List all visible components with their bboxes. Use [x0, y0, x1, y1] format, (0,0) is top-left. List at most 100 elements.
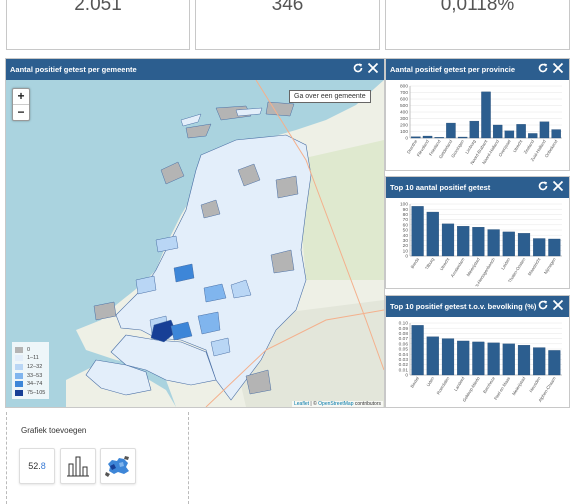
number-widget-dec: 8: [40, 461, 46, 471]
legend-label: 75–105: [27, 389, 46, 396]
bar[interactable]: [539, 121, 550, 139]
chart-panel-province-title: Aantal positief getest per provincie: [390, 65, 516, 74]
bar[interactable]: [487, 342, 500, 376]
x-tick-label: Landerd: [453, 375, 466, 392]
y-tick-label: 600: [400, 97, 408, 103]
refresh-icon[interactable]: [537, 180, 549, 192]
y-tick-label: 0.03: [399, 357, 409, 363]
zoom-control: + −: [12, 88, 30, 121]
x-tick-label: Tilburg: [424, 256, 435, 270]
bar[interactable]: [472, 341, 485, 376]
bar[interactable]: [469, 120, 480, 139]
add-bar-chart-button[interactable]: [60, 448, 96, 484]
x-tick-label: Bernheze: [482, 375, 496, 394]
y-tick-label: 0.08: [399, 331, 409, 337]
bar[interactable]: [422, 135, 433, 139]
bar[interactable]: [434, 137, 444, 139]
bar[interactable]: [533, 347, 546, 376]
bar[interactable]: [502, 343, 515, 376]
bar[interactable]: [411, 206, 424, 257]
leaflet-link[interactable]: Leaflet: [294, 401, 310, 407]
close-icon[interactable]: [367, 62, 379, 74]
bar[interactable]: [504, 130, 515, 139]
bar[interactable]: [472, 227, 485, 257]
legend-label: 34–74: [27, 381, 43, 388]
y-tick-label: 700: [400, 90, 408, 96]
legend-swatch: [15, 363, 23, 370]
refresh-icon[interactable]: [352, 62, 364, 74]
legend-item: 0: [15, 345, 45, 354]
y-tick-label: 0.07: [399, 336, 409, 342]
x-tick-label: Roerdalen: [436, 375, 451, 395]
bar[interactable]: [441, 223, 455, 257]
bar[interactable]: [441, 338, 455, 376]
bar[interactable]: [426, 211, 439, 257]
close-icon[interactable]: [552, 62, 564, 74]
close-icon[interactable]: [552, 180, 564, 192]
chart-panel-province: Aantal positief getest per provincie 800…: [385, 58, 570, 171]
bar[interactable]: [411, 325, 424, 376]
zoom-out-button[interactable]: −: [13, 104, 29, 120]
y-tick-label: 50: [403, 228, 409, 234]
legend-label: 12–32: [27, 363, 43, 370]
add-map-button[interactable]: [100, 448, 136, 484]
y-tick-label: 80: [403, 212, 409, 218]
y-tick-label: 300: [400, 116, 408, 122]
refresh-icon[interactable]: [537, 299, 549, 311]
y-tick-label: 0.09: [399, 326, 409, 332]
bar[interactable]: [548, 350, 561, 376]
bar[interactable]: [457, 340, 470, 376]
legend-item: 1–11: [15, 354, 45, 363]
bar[interactable]: [446, 122, 456, 139]
bar[interactable]: [426, 336, 439, 376]
add-chart-area: Grafiek toevoegen 52.8: [6, 412, 189, 504]
legend-swatch: [15, 355, 23, 362]
bar[interactable]: [492, 124, 503, 139]
zoom-in-button[interactable]: +: [17, 89, 25, 103]
bar[interactable]: [457, 136, 468, 139]
bar[interactable]: [517, 345, 531, 376]
legend-item: 75–105: [15, 388, 45, 397]
y-tick-label: 100: [400, 129, 408, 135]
kpi-new-count: 346: [195, 0, 380, 50]
map-panel-title: Aantal positief getest per gemeente: [10, 65, 137, 74]
map-panel-header: Aantal positief getest per gemeente: [6, 59, 384, 80]
legend-label: 0: [27, 346, 31, 353]
number-widget-int: 52.: [28, 461, 41, 471]
chart-panel-top10-percentage: Top 10 positief getest t.o.v. bevolking …: [385, 295, 570, 408]
add-number-widget-button[interactable]: 52.8: [19, 448, 55, 484]
close-icon[interactable]: [552, 299, 564, 311]
x-tick-label: Amsterdam: [450, 257, 466, 279]
x-tick-label: Heusden: [528, 375, 542, 393]
refresh-icon[interactable]: [537, 62, 549, 74]
province-bar-chart: 8007006005004003002001000DrentheFlevolan…: [400, 84, 562, 165]
y-tick-label: 0.04: [399, 352, 409, 358]
bar[interactable]: [533, 238, 546, 257]
bar[interactable]: [502, 231, 515, 257]
y-tick-label: 70: [403, 217, 409, 223]
openstreetmap-link[interactable]: OpenStreetMap: [318, 401, 354, 407]
legend-swatch: [15, 389, 23, 396]
top10-percentage-bar-chart: 0.100.090.080.070.060.050.040.030.020.01…: [399, 321, 562, 403]
bar[interactable]: [481, 91, 491, 139]
kpi-percentage: 0,0118%: [385, 0, 570, 50]
x-tick-label: Breda: [410, 256, 421, 269]
x-tick-label: Utrecht: [512, 138, 524, 153]
map-tiles: [6, 80, 384, 407]
legend-swatch: [15, 346, 23, 353]
bar[interactable]: [551, 129, 561, 139]
y-tick-label: 500: [400, 103, 408, 109]
bar[interactable]: [548, 238, 561, 257]
bar[interactable]: [411, 136, 421, 139]
x-tick-label: Maastricht: [527, 256, 542, 276]
municipality-map[interactable]: + − Ga over een gemeente 0 1–11 12–32 33–53…: [6, 80, 384, 407]
y-tick-label: 0.02: [399, 362, 409, 368]
chart-panel-top10-count-header: Top 10 aantal positief getest: [386, 177, 569, 198]
bar[interactable]: [487, 229, 500, 257]
bar[interactable]: [517, 233, 531, 257]
bar[interactable]: [457, 226, 470, 257]
bar[interactable]: [516, 124, 526, 139]
bar[interactable]: [528, 133, 538, 139]
map-panel: Aantal positief getest per gemeente: [5, 58, 385, 408]
